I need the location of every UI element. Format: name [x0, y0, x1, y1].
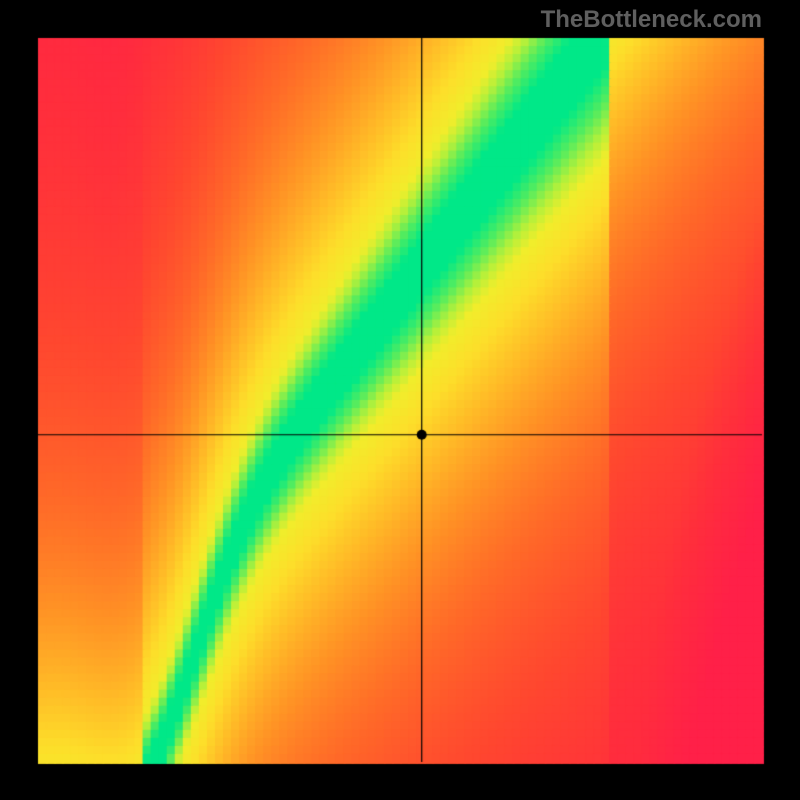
bottleneck-heatmap [0, 0, 800, 800]
chart-root: TheBottleneck.com [0, 0, 800, 800]
watermark-text: TheBottleneck.com [541, 6, 762, 34]
